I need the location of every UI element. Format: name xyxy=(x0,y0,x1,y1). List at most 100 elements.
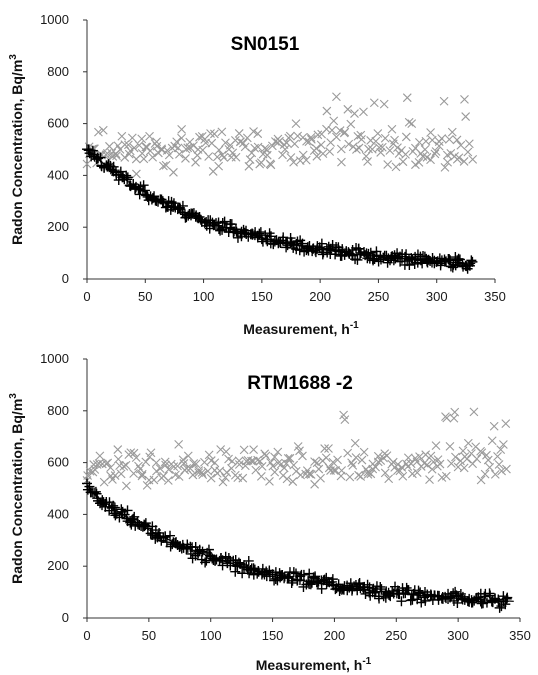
data-point-cross xyxy=(239,445,249,455)
data-point-cross xyxy=(149,475,159,485)
data-point-cross xyxy=(108,475,117,484)
data-point-cross xyxy=(268,461,278,471)
data-point-cross xyxy=(316,473,325,483)
data-point-cross xyxy=(350,109,359,118)
data-point-plus xyxy=(215,225,226,236)
data-point-cross xyxy=(350,438,360,448)
data-point-cross xyxy=(291,119,301,128)
data-point-cross xyxy=(388,457,398,467)
data-point-cross xyxy=(204,450,214,460)
data-point-cross xyxy=(404,117,414,127)
data-point-plus xyxy=(401,249,412,260)
x-tick-label: 300 xyxy=(447,628,469,643)
data-point-cross xyxy=(456,140,466,150)
data-point-plus xyxy=(413,585,424,596)
data-point-cross xyxy=(288,477,298,486)
data-point-cross xyxy=(387,124,397,134)
chart-title: SN0151 xyxy=(231,34,300,55)
y-tick-label: 0 xyxy=(62,610,69,625)
data-point-cross xyxy=(257,461,267,471)
data-point-cross xyxy=(435,459,445,469)
data-point-cross xyxy=(306,470,316,479)
x-tick-label: 350 xyxy=(484,289,506,304)
x-axis-title-text: Measurement, h xyxy=(256,657,363,673)
data-point-cross xyxy=(328,457,338,467)
data-point-cross xyxy=(256,158,266,168)
data-point-cross xyxy=(210,129,219,139)
data-point-cross xyxy=(142,480,152,490)
series-cross-markers xyxy=(82,407,511,491)
data-point-plus xyxy=(219,216,230,227)
data-point-cross xyxy=(390,135,399,145)
data-point-cross xyxy=(282,138,292,148)
data-point-cross xyxy=(189,459,199,468)
data-point-plus xyxy=(363,248,374,259)
data-point-cross xyxy=(163,476,173,485)
data-point-plus xyxy=(286,577,297,588)
data-point-cross xyxy=(200,457,209,467)
data-point-cross xyxy=(373,129,383,138)
x-axis-title: Measurement, h-1 xyxy=(256,656,372,673)
data-point-cross xyxy=(281,459,291,469)
data-point-plus xyxy=(168,198,179,209)
data-point-cross xyxy=(256,471,266,481)
data-point-cross xyxy=(282,474,292,484)
x-tick-label: 0 xyxy=(83,628,90,643)
data-point-cross xyxy=(320,444,330,453)
data-point-cross xyxy=(145,131,154,141)
data-point-plus xyxy=(396,596,407,607)
data-point-cross xyxy=(289,460,299,470)
data-point-cross xyxy=(425,475,434,485)
data-point-cross xyxy=(440,162,450,172)
data-point-cross xyxy=(426,451,436,461)
data-point-plus xyxy=(197,546,208,557)
data-point-cross xyxy=(221,138,230,148)
x-tick-label: 350 xyxy=(509,628,531,643)
chart-rtm1688-2: 0 200 400 600 800 1000 0 50 100 150 200 250 300 350 RT… xyxy=(8,351,531,673)
data-point-cross xyxy=(162,146,172,155)
x-axis-title-sup: -1 xyxy=(350,320,359,331)
data-point-cross xyxy=(446,459,456,468)
data-point-cross xyxy=(306,134,316,144)
data-point-cross xyxy=(231,152,241,162)
series-plus-markers xyxy=(82,478,513,613)
data-point-plus xyxy=(200,557,211,568)
y-axis-title: Radon Concentration, Bq/m3 xyxy=(8,393,25,584)
data-point-plus xyxy=(177,200,188,211)
data-point-cross xyxy=(185,464,195,473)
x-axis-title: Measurement, h-1 xyxy=(243,320,359,337)
data-point-plus xyxy=(288,567,299,578)
data-point-cross xyxy=(310,457,319,467)
data-point-plus xyxy=(140,518,151,529)
data-point-cross xyxy=(444,134,454,144)
data-point-cross xyxy=(145,146,155,156)
data-point-cross xyxy=(352,145,361,154)
data-point-plus xyxy=(333,579,344,590)
data-point-cross xyxy=(260,449,270,459)
data-point-cross xyxy=(152,466,161,476)
y-axis-title-text: Radon Concentration, Bq/m xyxy=(9,60,25,245)
data-point-cross xyxy=(273,458,283,468)
data-point-cross xyxy=(329,116,339,126)
data-point-cross xyxy=(296,470,305,480)
x-axis-title-text: Measurement, h xyxy=(243,321,350,337)
data-point-plus xyxy=(305,579,316,590)
data-point-plus xyxy=(243,555,254,566)
data-point-cross xyxy=(283,453,293,463)
data-point-cross xyxy=(253,129,263,139)
y-tick-label: 1000 xyxy=(40,12,69,27)
data-point-cross xyxy=(383,160,393,169)
data-point-cross xyxy=(85,466,95,476)
data-point-cross xyxy=(480,469,490,479)
data-point-cross xyxy=(220,473,230,482)
data-point-cross xyxy=(135,464,145,474)
data-point-cross xyxy=(407,119,417,129)
data-point-cross xyxy=(117,131,127,141)
data-point-cross xyxy=(337,157,346,167)
data-point-cross xyxy=(228,148,238,158)
data-point-cross xyxy=(293,131,303,141)
data-point-cross xyxy=(265,477,274,486)
data-point-cross xyxy=(120,140,130,150)
data-point-cross xyxy=(498,440,508,449)
data-point-cross xyxy=(439,96,449,106)
